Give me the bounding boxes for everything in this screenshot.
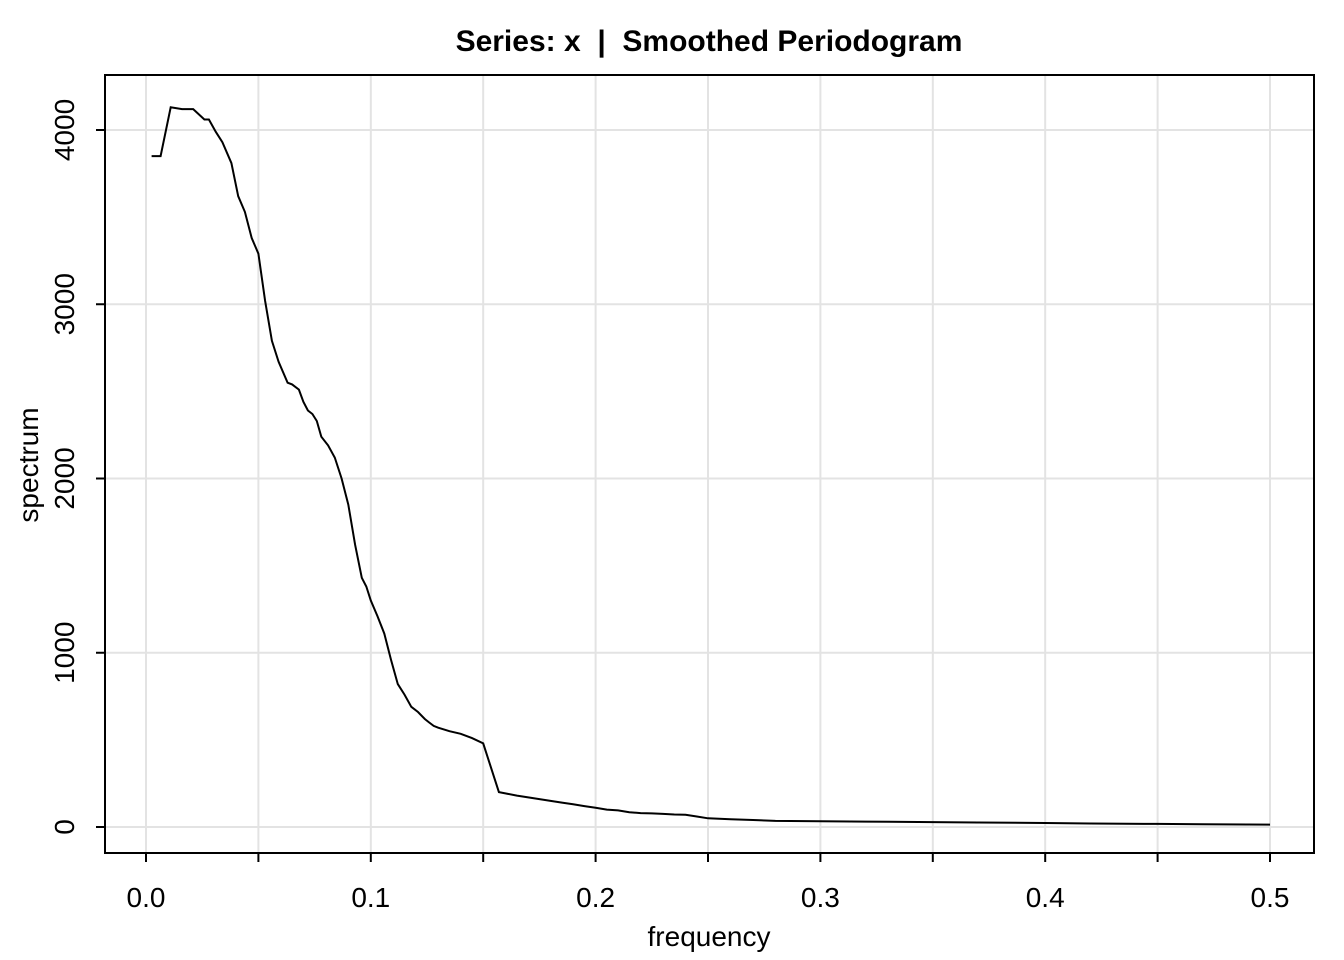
- x-tick-label: 0.4: [1026, 882, 1065, 913]
- plot-frame: [104, 74, 1315, 854]
- y-tick-label: 2000: [49, 447, 80, 509]
- y-axis: 0 1000 2000 3000 4000: [49, 99, 105, 835]
- x-tick-label: 0.3: [801, 882, 840, 913]
- x-tick-label: 0.0: [127, 882, 166, 913]
- y-tick-label: 0: [49, 819, 80, 835]
- x-tick-label: 0.2: [576, 882, 615, 913]
- spectrum-line: [151, 106, 1271, 826]
- x-tick-label: 0.1: [351, 882, 390, 913]
- x-axis-label: frequency: [648, 921, 771, 952]
- y-axis-label: spectrum: [13, 407, 44, 522]
- y-tick-label: 4000: [49, 99, 80, 161]
- y-tick-label: 1000: [49, 622, 80, 684]
- chart-title: Series: x | Smoothed Periodogram: [456, 25, 963, 58]
- x-tick-label: 0.5: [1251, 882, 1290, 913]
- x-axis: 0.0 0.1 0.2 0.3 0.4 0.5: [127, 853, 1290, 913]
- grid-lines: [105, 75, 1314, 853]
- y-tick-label: 3000: [49, 273, 80, 335]
